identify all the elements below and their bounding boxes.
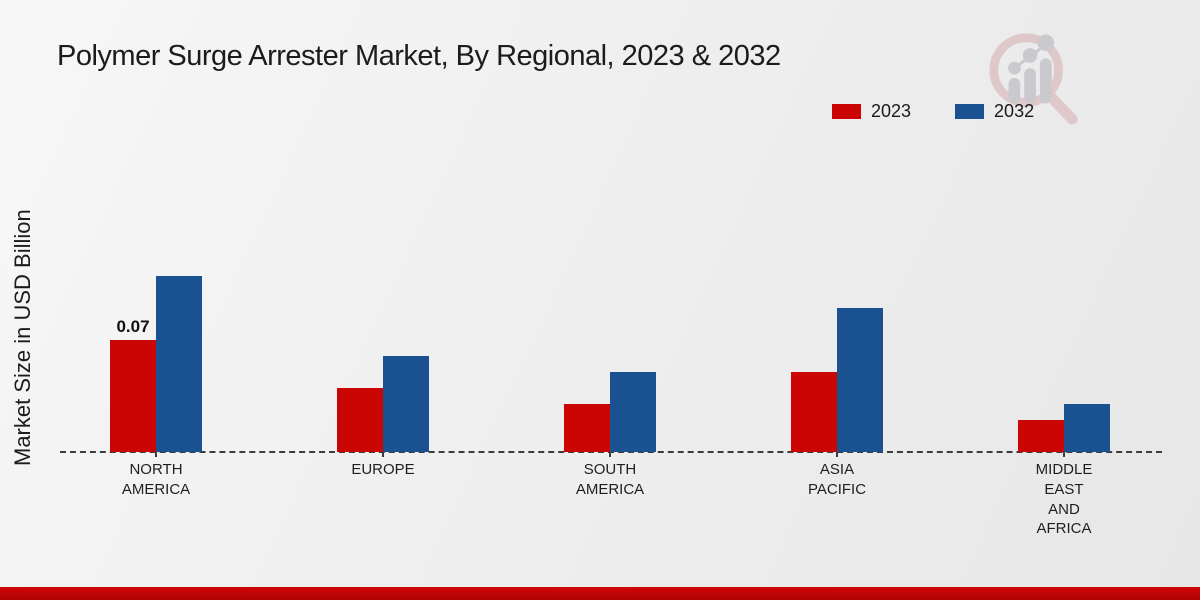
bar-2023-europe [337, 388, 383, 452]
bar-2032-middle-east-and-africa [1064, 404, 1110, 452]
bar-2032-south-america [610, 372, 656, 452]
bar-2032-asia-pacific [837, 308, 883, 452]
bar-2023-middle-east-and-africa [1018, 420, 1064, 452]
legend-swatch-2032 [955, 104, 985, 119]
x-axis-line [60, 451, 1162, 453]
legend-item-2023: 2023 [832, 101, 911, 122]
bar-2023-south-america [564, 404, 610, 452]
chart-title: Polymer Surge Arrester Market, By Region… [57, 40, 781, 72]
category-label-north-america: NORTH AMERICA [121, 461, 191, 498]
data-label-2023-north-america: 0.07 [116, 317, 150, 336]
legend-item-2032: 2032 [955, 101, 1034, 122]
bar-2023-asia-pacific [791, 372, 837, 452]
category-label-middle-east-and-africa: MIDDLE EAST AND AFRICA [1035, 461, 1093, 538]
footer-accent-band [0, 587, 1200, 600]
bar-2032-north-america [156, 276, 202, 452]
legend-swatch-2023 [832, 104, 861, 119]
x-axis-tick [155, 452, 157, 457]
category-label-south-america: SOUTH AMERICA [575, 461, 645, 498]
y-axis-label: Market Size in USD Billion [10, 209, 35, 467]
category-label-asia-pacific: ASIA PACIFIC [807, 461, 867, 498]
legend: 2023 2032 [832, 101, 1034, 122]
bar-2032-europe [383, 356, 429, 452]
category-label-europe: EUROPE [351, 461, 415, 478]
x-axis-tick [609, 452, 611, 457]
legend-label-2023: 2023 [871, 101, 912, 121]
x-axis-tick [382, 452, 384, 457]
x-axis-tick [836, 452, 838, 457]
legend-label-2032: 2032 [994, 101, 1035, 121]
magnifier-growth-chart-logo-icon [989, 33, 1078, 125]
x-axis-tick [1063, 452, 1065, 457]
bar-2023-north-america [110, 340, 156, 452]
